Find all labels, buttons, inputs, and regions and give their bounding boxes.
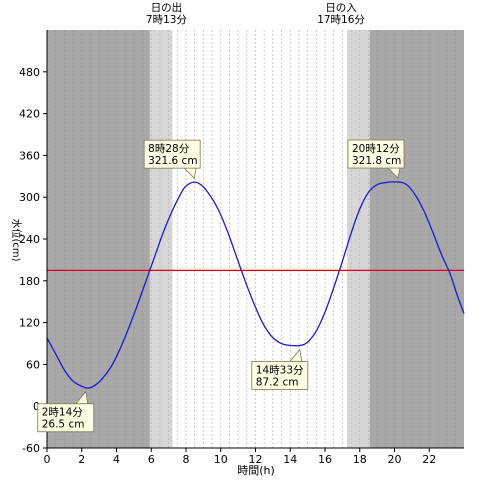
- y-tick-label: 60: [26, 358, 40, 371]
- sun-event-time: 7時13分: [146, 14, 188, 26]
- x-tick-label: 8: [183, 453, 190, 466]
- x-tick-label: 14: [283, 453, 297, 466]
- x-tick-label: 10: [214, 453, 228, 466]
- y-tick-label: 240: [19, 233, 40, 246]
- y-tick-label: 360: [19, 149, 40, 162]
- night-band-morning: [47, 30, 150, 448]
- sun-event-time: 17時16分: [317, 14, 365, 26]
- callout-level: 87.2 cm: [256, 376, 299, 388]
- tide-curve: [46, 181, 465, 389]
- y-axis-label: 水位(cm): [10, 218, 23, 261]
- callout-time: 14時33分: [256, 364, 304, 376]
- x-axis-label: 時間(h): [237, 464, 275, 477]
- y-tick-label: 420: [19, 108, 40, 121]
- callout-box: [143, 139, 201, 169]
- y-tick-label: -60: [22, 442, 40, 455]
- callout-box: [251, 361, 309, 390]
- callout-box: [347, 139, 405, 169]
- night-band-evening: [369, 30, 464, 448]
- x-tick-label: 12: [249, 453, 263, 466]
- y-tick-label: 120: [19, 317, 40, 330]
- callout-time: 20時12分: [352, 143, 400, 155]
- y-tick-label: 0: [33, 400, 40, 413]
- callout-box: [37, 403, 95, 433]
- y-tick-label: 180: [19, 275, 40, 288]
- x-tick-label: 6: [148, 453, 155, 466]
- sun-event-title: 日の入: [325, 2, 357, 14]
- callout-time: 2時14分: [42, 407, 84, 419]
- x-tick-label: 20: [388, 453, 402, 466]
- sun-event-title: 日の出: [151, 1, 183, 14]
- x-tick-label: 18: [353, 453, 367, 466]
- callout-level: 321.8 cm: [352, 155, 401, 167]
- callout-time: 8時28分: [148, 143, 190, 155]
- callout-level: 26.5 cm: [42, 419, 85, 431]
- y-tick-label: 300: [19, 191, 40, 204]
- x-tick-label: 0: [44, 453, 51, 466]
- x-tick-label: 22: [422, 453, 436, 466]
- x-tick-label: 2: [78, 453, 85, 466]
- y-tick-label: 480: [19, 66, 40, 79]
- twilight-band-evening: [347, 30, 370, 448]
- callout-level: 321.6 cm: [148, 155, 197, 167]
- x-tick-label: 16: [318, 453, 332, 466]
- x-tick-label: 4: [113, 453, 120, 466]
